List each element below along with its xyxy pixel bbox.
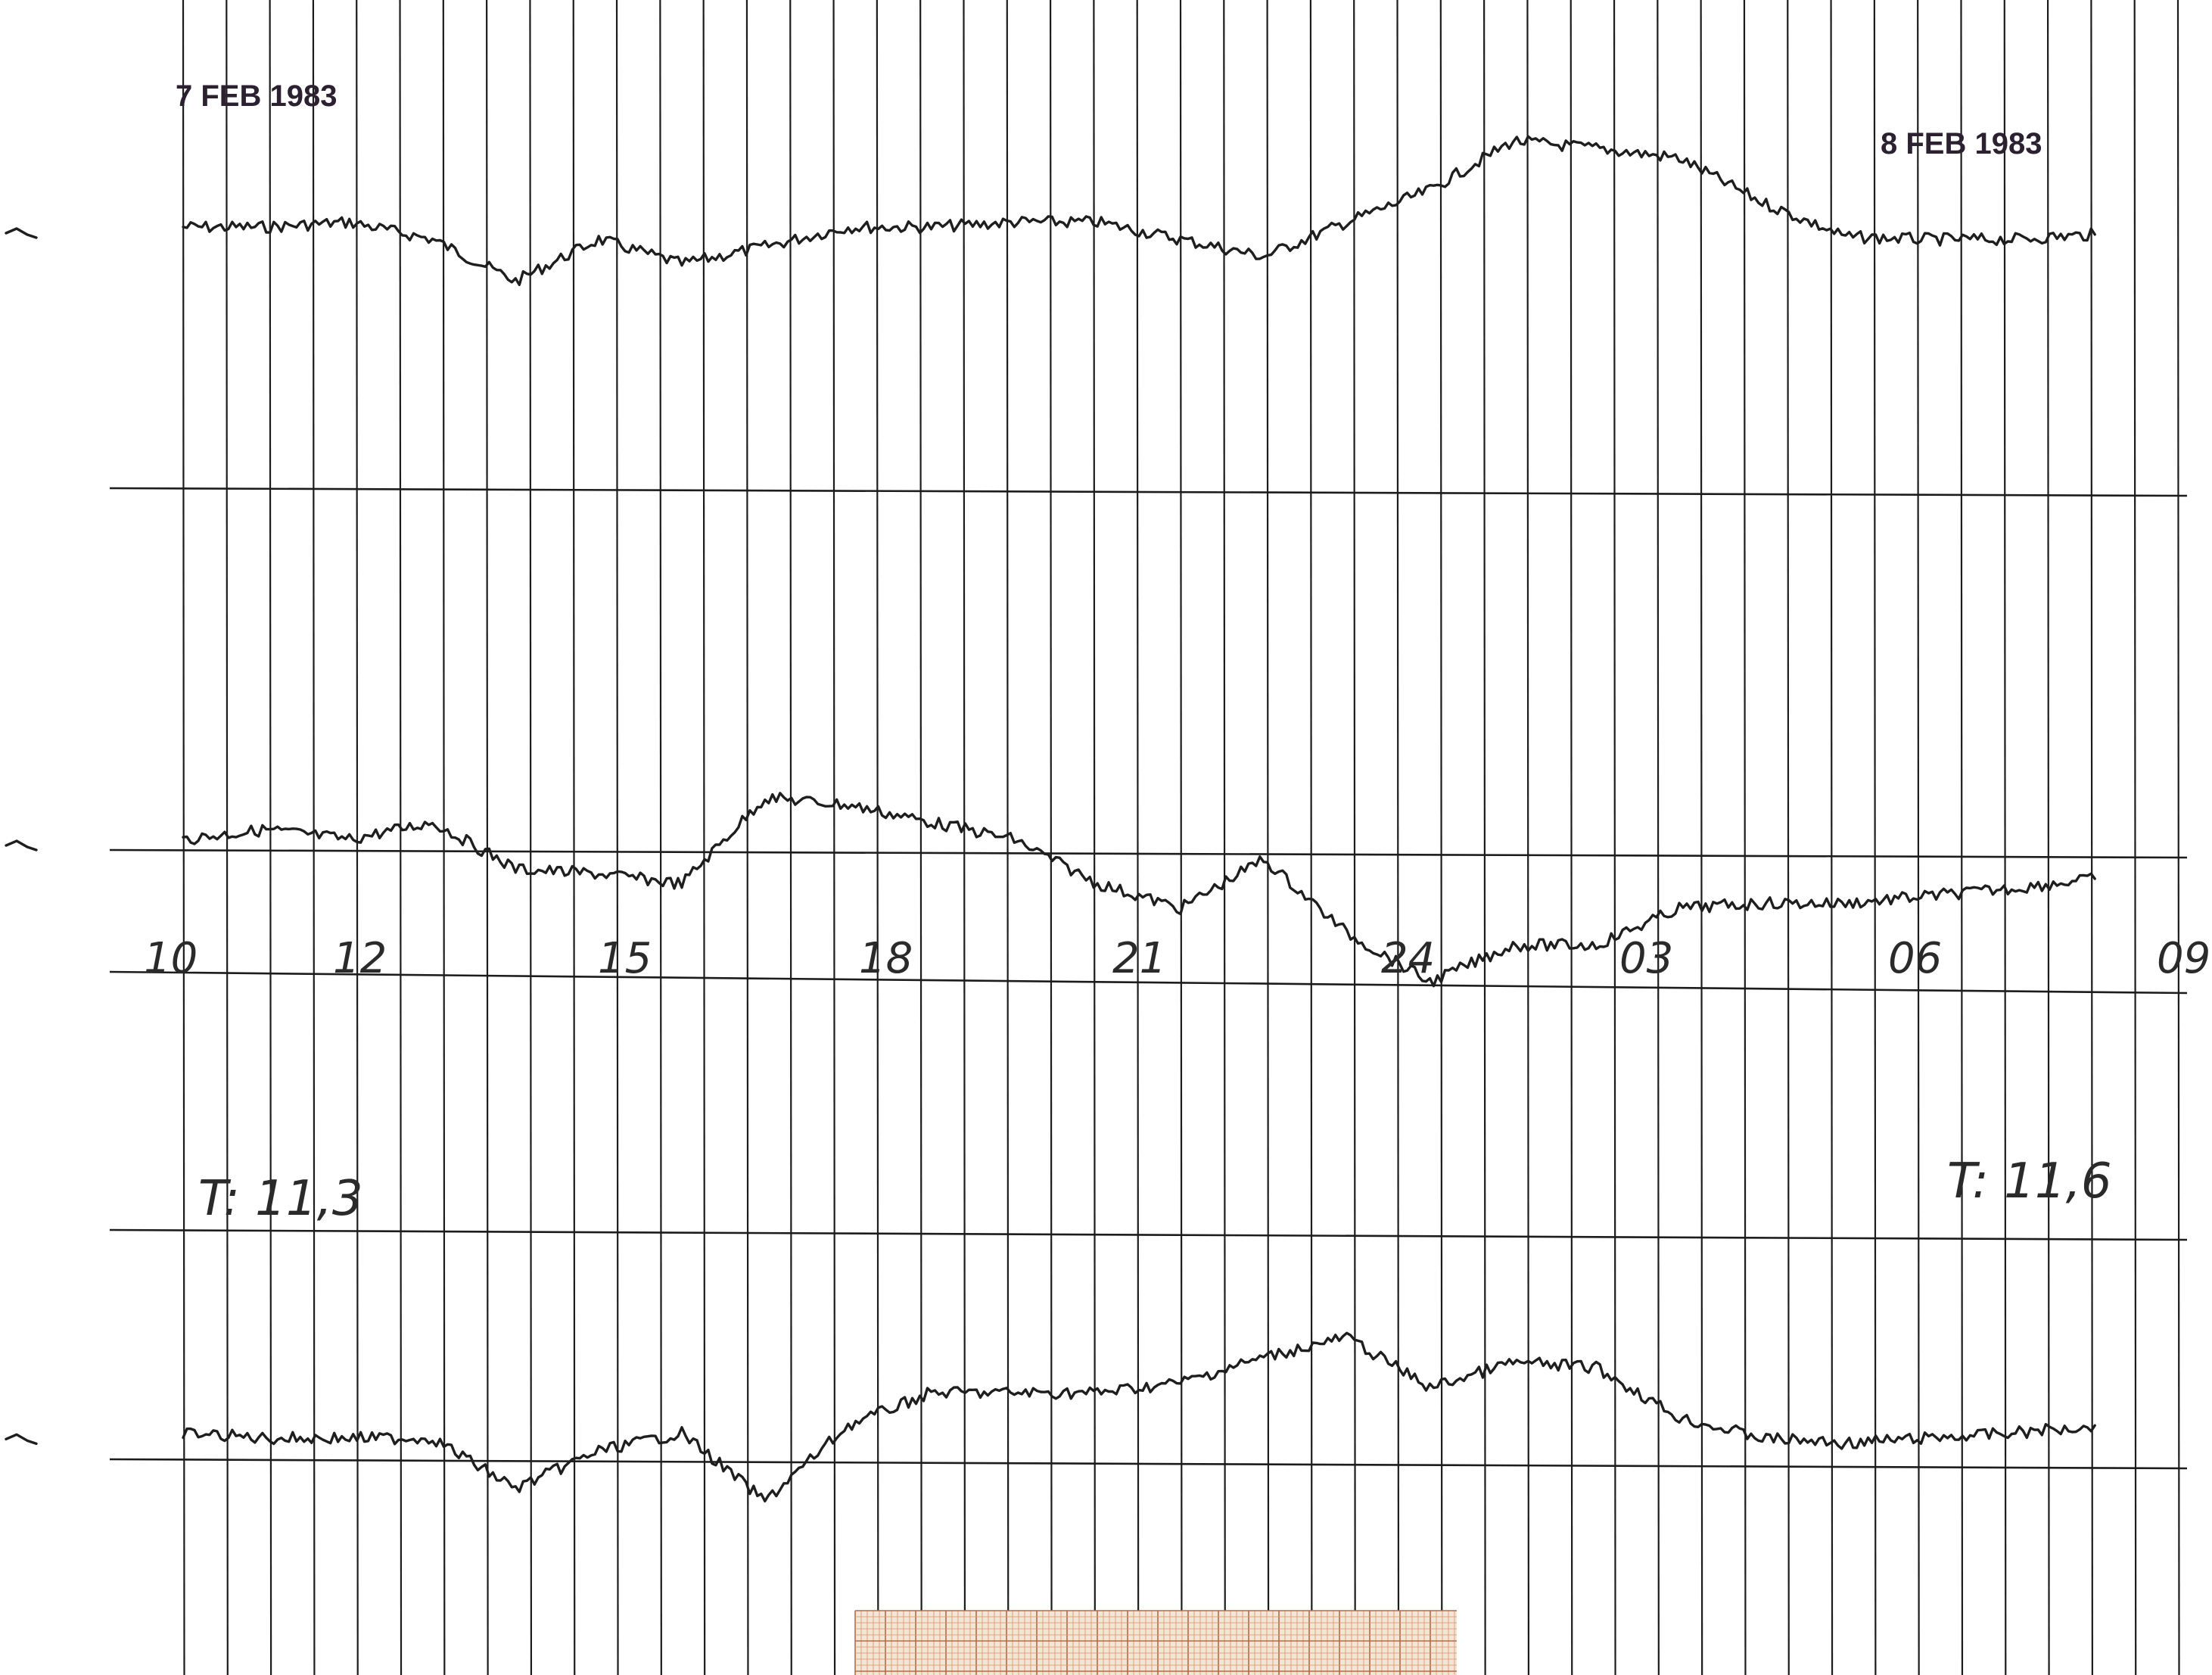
hour-grid-line — [2046, 0, 2050, 1675]
hour-grid-line — [1136, 0, 1140, 1675]
hour-grid-line — [1700, 0, 1703, 1675]
hour-grid-line — [1657, 0, 1660, 1675]
hour-grid-line — [1006, 0, 1010, 1675]
hour-labels: 10 12 15 18 21 24 03 06 09 — [144, 934, 2210, 983]
temperature-note-start: T: 11,3 — [198, 1171, 363, 1227]
hour-grid-line — [1526, 0, 1530, 1675]
hour-label: 12 — [333, 934, 387, 983]
trace-reference-mark — [5, 839, 38, 852]
hour-grid-line — [1396, 0, 1400, 1675]
trace-reference-mark — [5, 227, 38, 239]
hour-grid-line — [2090, 0, 2093, 1675]
hour-grid-line — [876, 0, 879, 1675]
hour-grid-line — [442, 0, 446, 1675]
end-date-stamp: 8 FEB 1983 — [1881, 127, 2042, 160]
graph-paper-background — [855, 1611, 1457, 1675]
hour-grid-line — [1787, 0, 1790, 1675]
hour-grid-line — [572, 0, 576, 1675]
hour-grid-line — [615, 0, 619, 1675]
trace-2 — [182, 792, 2096, 988]
hour-label: 09 — [2157, 934, 2210, 983]
hour-grid-line — [1223, 0, 1226, 1675]
trace-reference-mark — [5, 1433, 38, 1446]
hour-grid-line — [529, 0, 533, 1675]
hour-grid-line — [702, 0, 706, 1675]
hour-grid-line — [1483, 0, 1486, 1675]
hour-grid-line — [745, 0, 749, 1675]
hour-grid-line — [2003, 0, 2007, 1675]
hour-label: 10 — [144, 934, 198, 983]
hour-grid-line — [789, 0, 792, 1675]
hour-grid-line — [919, 0, 922, 1675]
hour-label: 21 — [1112, 934, 1166, 983]
hour-grid-line — [1266, 0, 1270, 1675]
hour-grid-line — [1830, 0, 1834, 1675]
hour-grid-line — [832, 0, 836, 1675]
hour-grid-line — [1179, 0, 1183, 1675]
hour-grid-line — [312, 0, 316, 1675]
baseline-line — [109, 1228, 2188, 1241]
hour-grid-line — [2176, 0, 2180, 1675]
hour-grid-line — [356, 0, 359, 1675]
baseline-line — [109, 1458, 2188, 1470]
hour-grid — [182, 0, 2180, 1675]
trace-1 — [182, 135, 2096, 286]
hour-grid-line — [1049, 0, 1053, 1675]
hour-grid-line — [963, 0, 966, 1675]
annotations: 7 FEB 1983 8 FEB 1983 T: 11,3 T: 11,6 — [176, 79, 2112, 1227]
graph-paper-strip — [854, 1610, 1457, 1675]
hour-grid-line — [1873, 0, 1877, 1675]
hour-label: 06 — [1888, 934, 1942, 983]
hour-grid-line — [659, 0, 662, 1675]
hour-grid-line — [2133, 0, 2137, 1675]
hour-grid-line — [1093, 0, 1096, 1675]
baseline-line — [109, 848, 2188, 859]
hour-grid-line — [1309, 0, 1313, 1675]
hour-label: 03 — [1619, 934, 1673, 983]
hour-grid-line — [269, 0, 272, 1675]
hour-grid-line — [1613, 0, 1616, 1675]
hour-grid-line — [1439, 0, 1443, 1675]
baseline-line — [109, 970, 2188, 995]
hour-label: 15 — [598, 934, 652, 983]
hour-grid-line — [1743, 0, 1747, 1675]
start-date-stamp: 7 FEB 1983 — [176, 79, 337, 113]
traces — [5, 135, 2096, 1502]
hour-grid-line — [399, 0, 403, 1675]
trace-baselines — [109, 487, 2188, 1470]
hour-grid-line — [486, 0, 489, 1675]
hour-label: 24 — [1381, 934, 1435, 983]
temperature-note-end: T: 11,6 — [1947, 1154, 2112, 1210]
trace-3 — [182, 1331, 2096, 1502]
hour-grid-line — [1917, 0, 1920, 1675]
hour-grid-line — [1570, 0, 1573, 1675]
hour-grid-line — [1353, 0, 1356, 1675]
baseline-line — [109, 487, 2188, 497]
hour-label: 18 — [859, 934, 913, 983]
hour-grid-line — [1960, 0, 1964, 1675]
